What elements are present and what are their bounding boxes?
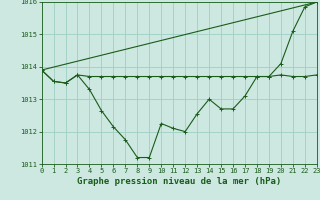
- X-axis label: Graphe pression niveau de la mer (hPa): Graphe pression niveau de la mer (hPa): [77, 177, 281, 186]
